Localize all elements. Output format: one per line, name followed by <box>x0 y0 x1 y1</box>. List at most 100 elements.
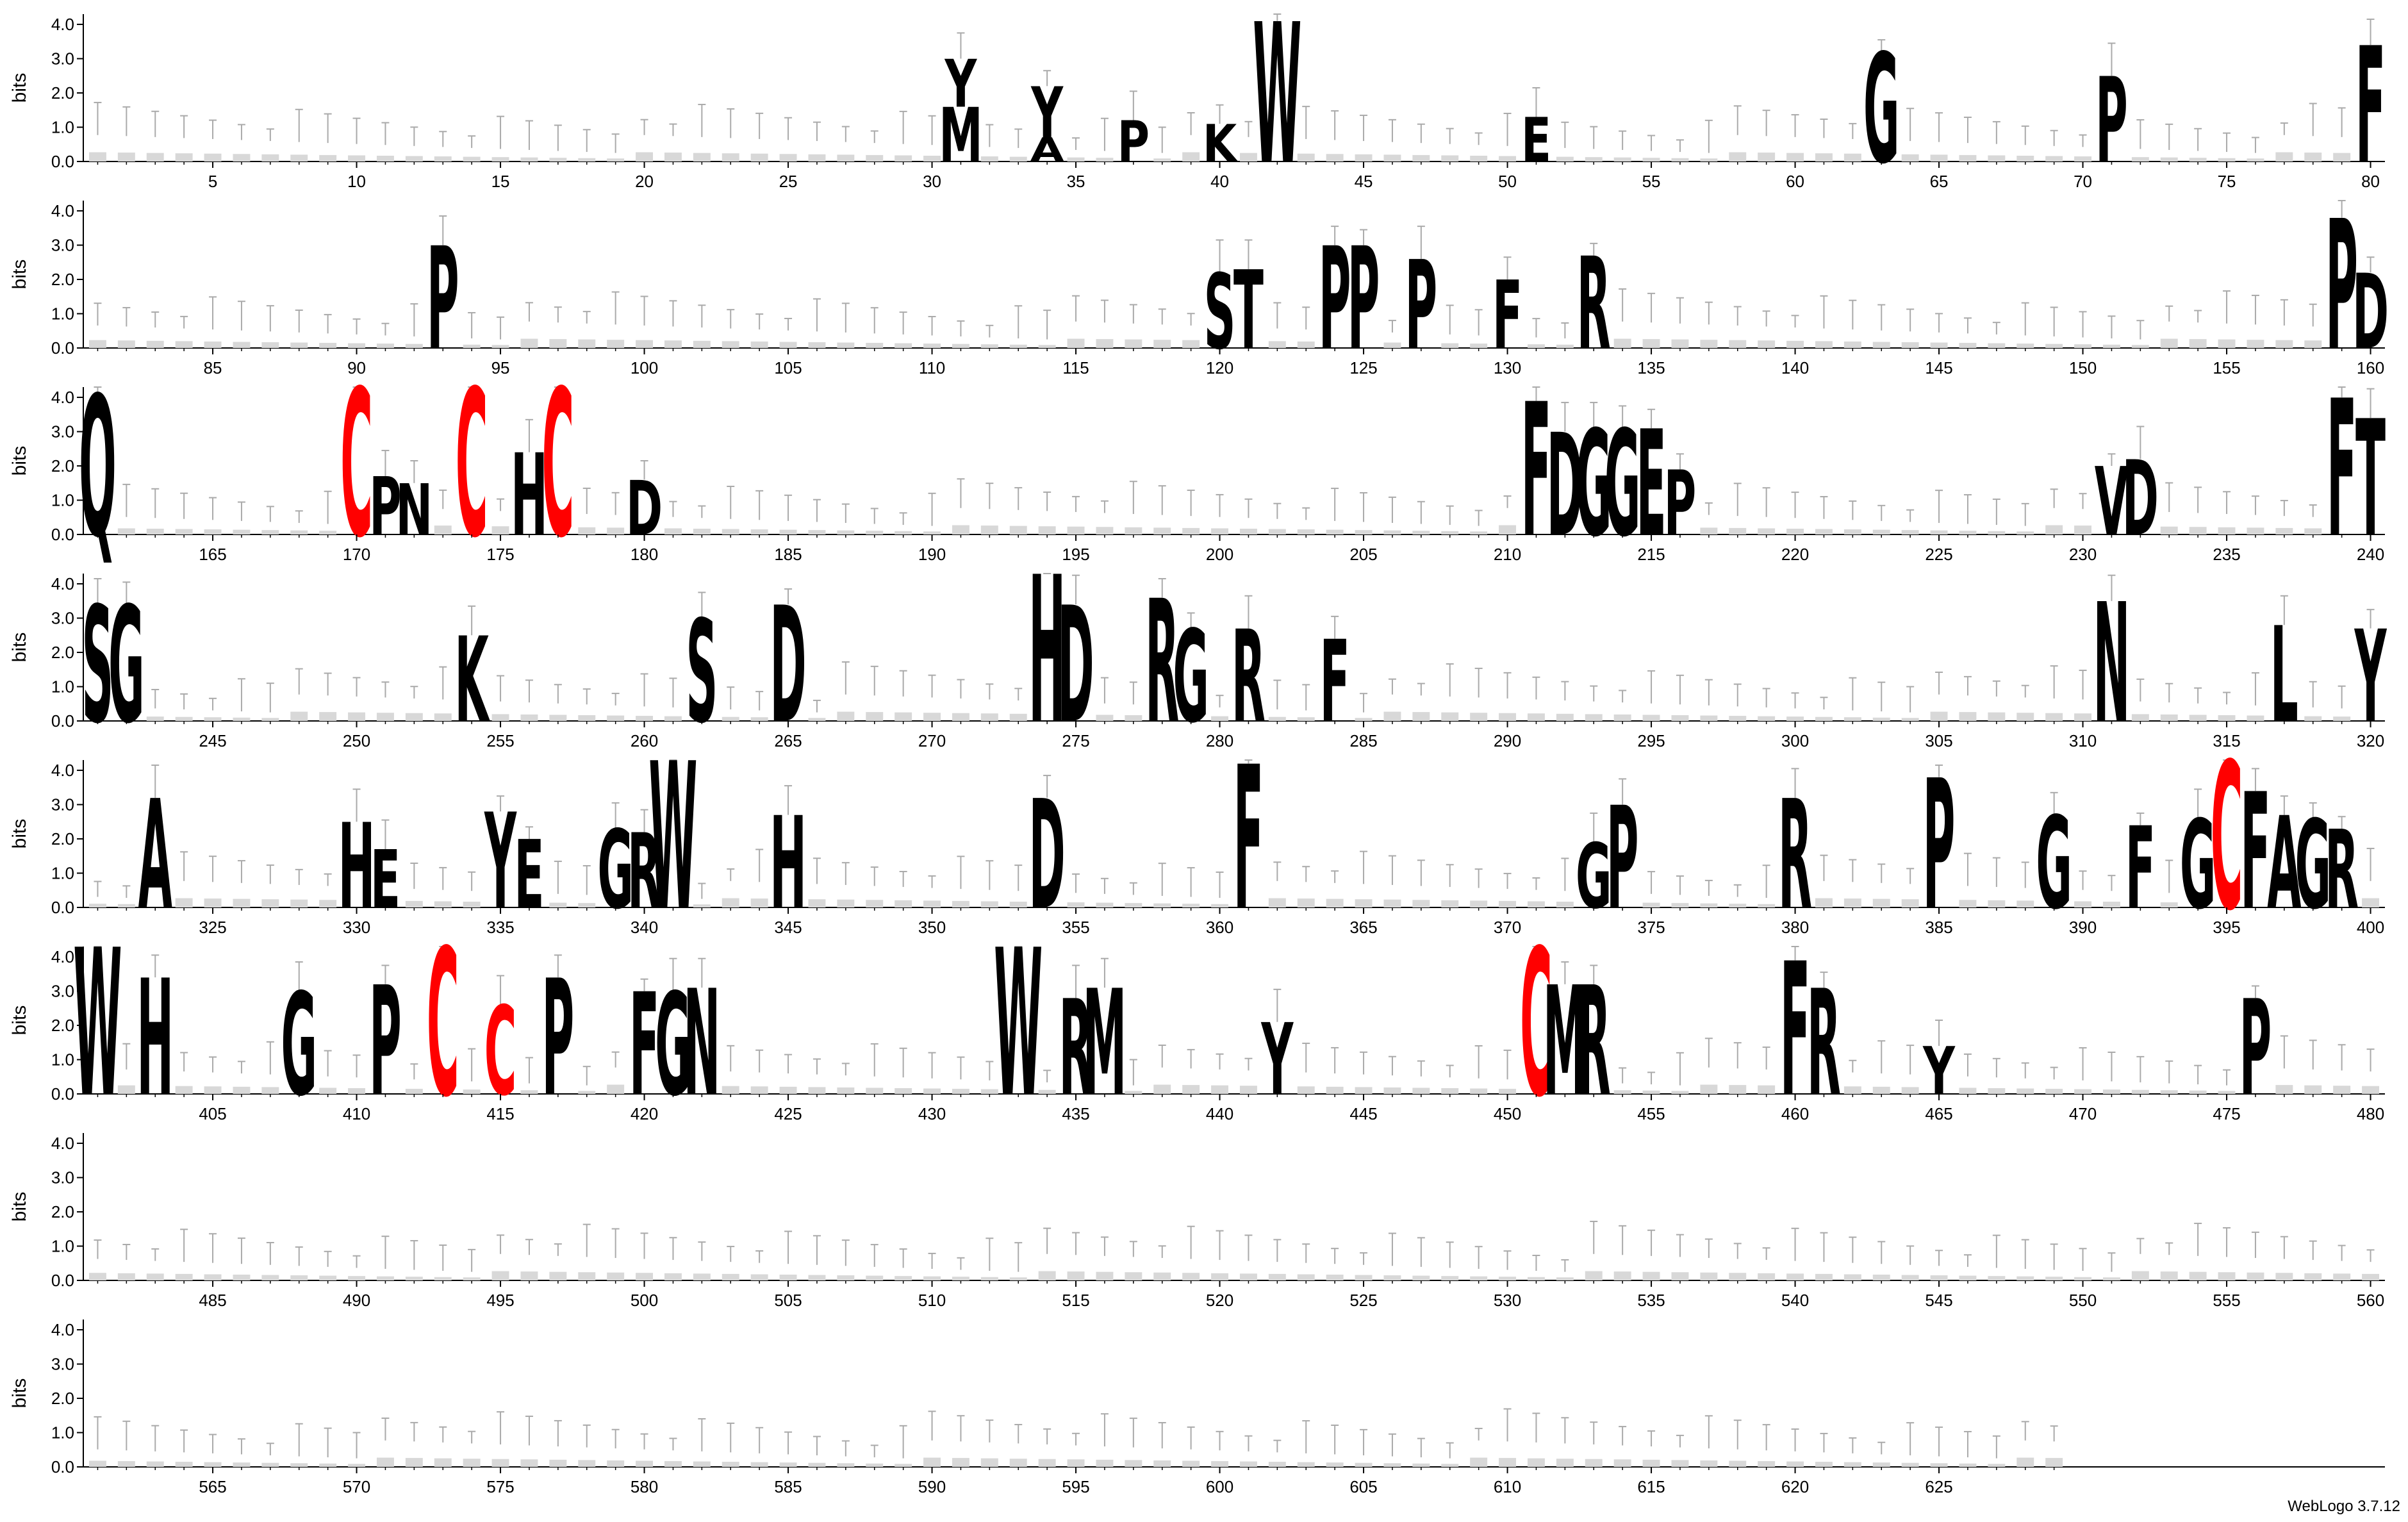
logo-letter: P <box>1348 219 1380 382</box>
logo-column-faint <box>1671 158 1689 161</box>
logo-column-faint <box>1038 345 1056 348</box>
x-tick-label: 595 <box>1062 1477 1089 1496</box>
logo-column-faint <box>1239 153 1257 161</box>
logo-letter: C <box>1520 906 1552 1142</box>
logo-column-faint <box>2275 152 2293 161</box>
logo-column-faint <box>1930 154 1948 161</box>
logo-column-faint <box>578 1272 596 1280</box>
logo-column-faint <box>405 343 423 348</box>
logo-column-faint <box>463 344 481 348</box>
logo-column-faint <box>319 1088 337 1094</box>
logo-column-faint <box>837 530 855 534</box>
logo-letter: V <box>2095 447 2129 556</box>
logo-column-faint <box>895 1464 912 1467</box>
logo-column-faint <box>376 343 394 348</box>
x-tick-label: 445 <box>1349 1104 1377 1123</box>
logo-column-faint <box>348 1088 366 1094</box>
x-tick-label: 290 <box>1494 731 1521 750</box>
logo-column-faint <box>1096 158 1114 161</box>
logo-column-faint <box>2074 344 2092 348</box>
logo-column-faint <box>2016 343 2034 348</box>
logo-column-faint <box>1613 1271 1631 1280</box>
logo-column-faint <box>520 714 538 721</box>
logo-column-faint <box>1758 904 1776 907</box>
logo-column-faint <box>1412 900 1430 907</box>
logo-column-faint <box>204 153 222 161</box>
logo-column-faint <box>1585 714 1603 721</box>
logo-column-faint <box>1930 530 1948 534</box>
y-tick-label: 4.0 <box>51 947 74 966</box>
logo-column-faint <box>146 1273 164 1280</box>
logo-column-faint <box>578 903 596 907</box>
x-tick-label: 535 <box>1637 1291 1665 1310</box>
logo-column-faint <box>664 153 682 161</box>
logo-letter: H <box>338 799 375 936</box>
y-tick-label: 0.0 <box>51 711 74 731</box>
x-tick-label: 230 <box>2069 545 2097 564</box>
logo-column-faint <box>1729 340 1747 348</box>
logo-column-faint <box>1585 1459 1603 1467</box>
logo-column-faint <box>1153 1084 1171 1094</box>
logo-column-faint <box>405 1089 423 1094</box>
logo-column-faint <box>1499 1458 1517 1467</box>
logo-column-faint <box>1556 901 1574 907</box>
logo-column-faint <box>607 1272 625 1280</box>
x-tick-label: 270 <box>918 731 946 750</box>
logo-column-faint <box>1642 1090 1660 1094</box>
logo-letter: M <box>1083 959 1126 1129</box>
logo-column-faint <box>2247 715 2264 721</box>
x-tick-label: 140 <box>1781 358 1809 377</box>
logo-column-faint <box>1671 1272 1689 1280</box>
logo-column-faint <box>434 1277 452 1280</box>
x-tick-label: 255 <box>486 731 514 750</box>
logo-column-faint <box>1153 158 1171 161</box>
logo-column-faint <box>549 1459 567 1467</box>
logo-column-faint <box>808 530 826 534</box>
logo-letter: G <box>1604 399 1640 569</box>
logo-column-faint <box>980 525 998 534</box>
logo-column-faint <box>2074 713 2092 721</box>
logo-column-faint <box>261 154 279 161</box>
logo-letter: A <box>2267 790 2301 938</box>
logo-letter: W <box>1253 0 1301 208</box>
logo-column-faint <box>923 1088 941 1094</box>
logo-column-faint <box>808 154 826 161</box>
logo-column-faint <box>923 713 941 721</box>
x-tick-label: 565 <box>199 1477 226 1496</box>
x-tick-label: 395 <box>2213 918 2240 937</box>
logo-column-faint <box>2247 527 2264 534</box>
y-tick-label: 4.0 <box>51 15 74 34</box>
logo-column-faint <box>434 901 452 907</box>
logo-letter: S <box>82 574 114 759</box>
logo-column-faint <box>1758 716 1776 721</box>
logo-letter: R <box>1577 231 1611 378</box>
x-tick-label: 165 <box>199 545 226 564</box>
y-axis-label: bits <box>9 1192 30 1222</box>
logo-column-faint <box>808 718 826 721</box>
logo-row: 0.0 1.0 2.0 3.0 4.0 bits 565 570 575 580 585 590 595… <box>9 1319 2385 1496</box>
logo-column-faint <box>146 340 164 348</box>
logo-column-faint <box>1901 1087 1919 1094</box>
y-axis-label: bits <box>9 446 30 476</box>
logo-column-faint <box>2160 1271 2178 1280</box>
logo-column-faint <box>2189 715 2207 721</box>
logo-column-faint <box>1843 1462 1861 1467</box>
x-tick-label: 200 <box>1206 545 1233 564</box>
x-tick-label: 220 <box>1781 545 1809 564</box>
x-tick-label: 600 <box>1206 1477 1233 1496</box>
logo-column-faint <box>348 1464 366 1467</box>
logo-letter: E <box>1637 399 1667 569</box>
logo-column-faint <box>722 1462 739 1467</box>
logo-column-faint <box>290 154 308 161</box>
logo-column-faint <box>1988 1276 2006 1280</box>
logo-letter: G <box>2036 790 2072 938</box>
logo-letter: F <box>2125 804 2156 934</box>
logo-column-faint <box>1729 527 1747 534</box>
y-tick-label: 1.0 <box>51 677 74 697</box>
logo-letter: T <box>2355 387 2386 573</box>
logo-letter: G <box>655 964 691 1128</box>
logo-column-faint <box>1067 526 1085 534</box>
logo-column-faint <box>923 343 941 348</box>
logo-column-faint <box>204 717 222 721</box>
logo-column-faint <box>1613 157 1631 161</box>
